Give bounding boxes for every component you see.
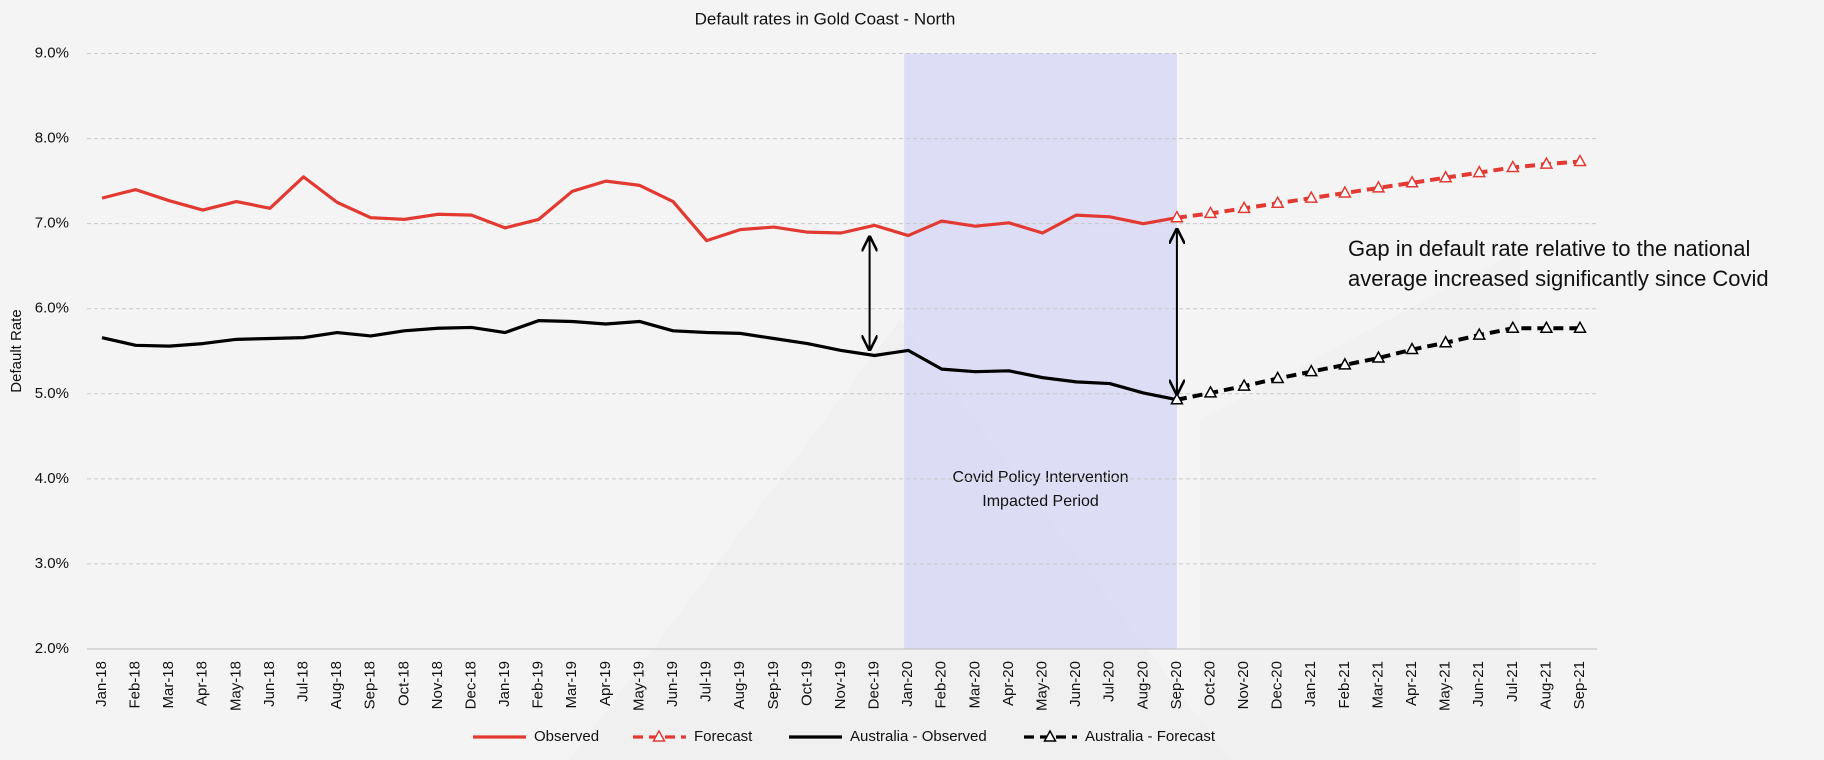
- y-tick-label: 2.0%: [35, 640, 69, 657]
- x-tick-label: Mar-19: [563, 661, 580, 709]
- x-tick-label: Apr-19: [597, 661, 614, 706]
- x-tick-label: Feb-21: [1336, 661, 1353, 709]
- x-tick-label: Jun-18: [261, 661, 278, 707]
- point-marker: [1170, 210, 1184, 223]
- x-tick-label: Oct-18: [395, 661, 412, 706]
- point-marker: [1405, 175, 1419, 188]
- x-tick-label: Jul-18: [295, 661, 312, 702]
- annotation: average increased significantly since Co…: [1348, 266, 1769, 291]
- point-marker: [1237, 378, 1251, 391]
- x-tick-label: Mar-20: [966, 661, 983, 709]
- point-marker: [1438, 335, 1453, 348]
- y-tick-label: 9.0%: [35, 44, 69, 61]
- x-tick-label: Feb-19: [530, 661, 547, 709]
- shaded-region-label: Covid Policy Intervention: [952, 469, 1128, 486]
- y-tick-label: 6.0%: [35, 300, 69, 317]
- series-line: [101, 175, 1178, 243]
- y-tick-label: 7.0%: [35, 215, 69, 232]
- x-tick-label: Apr-20: [1000, 661, 1017, 706]
- x-tick-label: Dec-18: [462, 661, 479, 709]
- point-marker: [1203, 205, 1218, 219]
- x-tick-label: Apr-18: [194, 661, 211, 706]
- x-tick-label: Mar-18: [160, 661, 177, 709]
- x-tick-label: Sep-19: [765, 661, 782, 709]
- y-tick-label: 8.0%: [35, 130, 69, 147]
- y-tick-label: 3.0%: [35, 555, 69, 572]
- point-marker: [1270, 195, 1285, 208]
- x-tick-label: Jan-20: [899, 661, 916, 707]
- chart-title: Default rates in Gold Coast - North: [695, 9, 956, 28]
- point-marker: [1203, 385, 1218, 398]
- point-marker: [1405, 341, 1419, 355]
- x-tick-label: Aug-21: [1537, 661, 1554, 709]
- x-tick-label: Jul-21: [1504, 661, 1521, 702]
- shaded-region: [904, 53, 1177, 649]
- x-tick-label: Mar-21: [1369, 661, 1386, 709]
- point-marker: [1573, 153, 1587, 167]
- shaded-region-label: Impacted Period: [982, 493, 1099, 510]
- x-tick-label: May-20: [1034, 661, 1051, 711]
- x-tick-label: Jan-21: [1302, 661, 1319, 707]
- x-tick-label: Apr-21: [1403, 661, 1420, 706]
- x-tick-label: Sep-20: [1168, 661, 1185, 709]
- point-marker: [1170, 392, 1184, 405]
- x-tick-label: Dec-20: [1269, 661, 1286, 709]
- x-tick-label: May-18: [227, 661, 244, 711]
- point-marker: [1539, 156, 1554, 169]
- x-tick-label: May-19: [630, 661, 647, 711]
- point-marker: [1338, 357, 1352, 370]
- legend-marker: [652, 729, 666, 742]
- point-marker: [1304, 364, 1319, 377]
- legend-label: Australia - Observed: [850, 728, 987, 745]
- x-tick-label: Dec-19: [866, 661, 883, 709]
- point-marker: [1371, 350, 1386, 363]
- x-tick-label: Oct-20: [1201, 661, 1218, 706]
- point-marker: [1237, 200, 1251, 214]
- x-tick-label: Aug-20: [1134, 661, 1151, 709]
- series-line: [101, 319, 1178, 402]
- point-marker: [1304, 190, 1319, 203]
- x-tick-label: Feb-20: [933, 661, 950, 709]
- y-axis-label: Default Rate: [8, 309, 25, 392]
- x-tick-label: Jul-20: [1101, 661, 1118, 702]
- x-tick-label: Feb-18: [127, 661, 144, 709]
- x-tick-label: Jun-19: [664, 661, 681, 707]
- point-marker: [1371, 180, 1386, 193]
- y-tick-label: 5.0%: [35, 385, 69, 402]
- background-shape: [570, 320, 1230, 760]
- x-tick-label: Nov-20: [1235, 661, 1252, 709]
- x-tick-label: Oct-19: [798, 661, 815, 706]
- point-marker: [1506, 320, 1520, 334]
- x-tick-label: Jul-19: [698, 661, 715, 702]
- x-tick-label: Jun-21: [1470, 661, 1487, 707]
- point-marker: [1438, 170, 1453, 183]
- x-tick-label: Nov-18: [429, 661, 446, 709]
- point-marker: [1539, 320, 1554, 334]
- x-tick-label: Jan-18: [93, 661, 110, 707]
- legend-label: Forecast: [694, 728, 753, 745]
- point-marker: [1270, 370, 1285, 384]
- legend-marker: [1043, 729, 1057, 742]
- x-tick-label: Jan-19: [496, 661, 513, 707]
- x-tick-label: Sep-18: [362, 661, 379, 709]
- annotation: Gap in default rate relative to the nati…: [1348, 236, 1750, 261]
- point-marker: [1338, 185, 1352, 198]
- y-tick-label: 4.0%: [35, 470, 69, 487]
- x-tick-label: May-21: [1437, 661, 1454, 711]
- point-marker: [1573, 320, 1587, 334]
- x-tick-label: Aug-19: [731, 661, 748, 709]
- legend-label: Australia - Forecast: [1085, 728, 1216, 745]
- x-tick-label: Aug-18: [328, 661, 345, 709]
- x-tick-label: Nov-19: [832, 661, 849, 709]
- point-marker: [1506, 159, 1520, 173]
- x-tick-label: Sep-21: [1571, 661, 1588, 709]
- point-marker: [1472, 165, 1486, 178]
- legend-label: Observed: [534, 728, 599, 745]
- x-tick-label: Jun-20: [1067, 661, 1084, 707]
- point-marker: [1472, 327, 1486, 340]
